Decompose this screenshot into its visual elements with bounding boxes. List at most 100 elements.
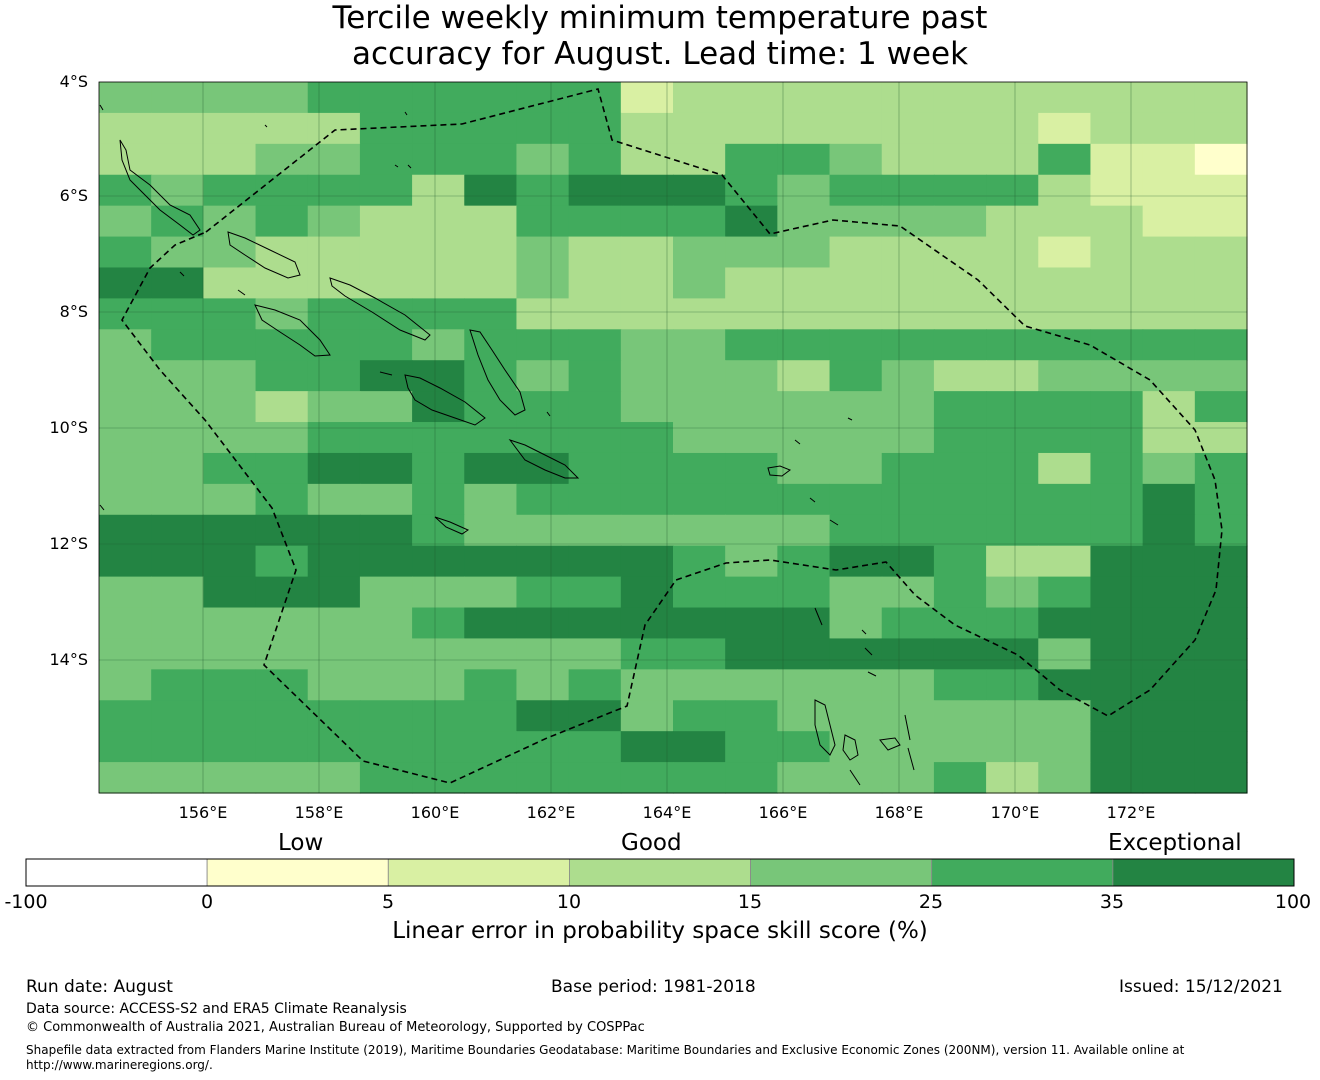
- lat-label-14s: 14°S: [49, 650, 88, 669]
- grid-cell: [1038, 112, 1092, 145]
- grid-cell: [203, 576, 257, 609]
- grid-cell: [1038, 329, 1092, 361]
- grid-cell: [255, 391, 309, 423]
- grid-cell: [725, 422, 778, 454]
- grid-cell: [829, 762, 883, 794]
- grid-cell: [151, 174, 204, 207]
- grid-cell: [568, 607, 622, 640]
- coast-espiritu-santo: [814, 699, 836, 756]
- grid-cell: [203, 143, 257, 176]
- lon-label-162e: 162°E: [526, 803, 576, 822]
- grid-cell: [307, 174, 361, 207]
- grid-cell: [1090, 483, 1144, 516]
- coastlines: [99, 104, 915, 786]
- grid-cell: [725, 298, 778, 330]
- grid-cell: [1142, 638, 1196, 670]
- grid-cell: [777, 638, 831, 670]
- legend-category-good: Good: [621, 830, 682, 856]
- grid-cell: [1142, 143, 1196, 176]
- grid-cell: [1142, 545, 1196, 578]
- coast-santa-cruz: [767, 465, 792, 477]
- grid-cell: [933, 236, 987, 269]
- grid-cell: [568, 669, 622, 701]
- coast-bougainville: [227, 231, 301, 279]
- grid-cell: [673, 700, 726, 732]
- grid-cell: [1194, 483, 1248, 516]
- grid-cell: [933, 731, 987, 763]
- grid-cell: [99, 452, 152, 485]
- grid-cell: [1194, 607, 1248, 640]
- grid-cell: [986, 267, 1039, 299]
- grid-cell: [1038, 205, 1092, 238]
- grid-cell: [464, 267, 518, 299]
- grid-cell: [1090, 267, 1144, 299]
- grid-cell: [1142, 360, 1196, 392]
- coast-rennell: [434, 516, 470, 535]
- legend-category-low: Low: [278, 830, 324, 856]
- grid-cell: [412, 669, 465, 701]
- grid-cell: [516, 267, 570, 299]
- grid-cell: [673, 267, 726, 299]
- grid-cell: [359, 298, 413, 330]
- colorbar-segment: [569, 858, 751, 887]
- grid-cell: [516, 174, 570, 207]
- colorbar-tick: 35: [1099, 891, 1125, 913]
- grid-cell: [986, 329, 1039, 361]
- grid-cell: [307, 236, 361, 269]
- colorbar-tick: 0: [200, 891, 214, 913]
- grid-cell: [412, 143, 465, 176]
- grid-cell: [99, 82, 152, 114]
- grid-cell: [933, 669, 987, 701]
- grid-cell: [568, 762, 622, 794]
- grid-cell: [203, 545, 257, 578]
- grid-cell: [881, 112, 935, 145]
- grid-cell: [1038, 576, 1092, 609]
- grid-cell: [673, 452, 726, 485]
- grid-cell: [673, 422, 726, 454]
- grid-cell: [307, 422, 361, 454]
- grid-cell: [881, 422, 935, 454]
- grid-cell: [881, 762, 935, 794]
- legend-category-exceptional: Exceptional: [1108, 830, 1242, 856]
- grid-cell: [255, 205, 309, 238]
- grid-cell: [829, 422, 883, 454]
- grid-cell: [777, 329, 831, 361]
- grid-cell: [568, 298, 622, 330]
- grid-cell: [203, 422, 257, 454]
- grid-cell: [203, 391, 257, 423]
- grid-cell: [881, 700, 935, 732]
- grid-cell: [568, 143, 622, 176]
- grid-cell: [255, 483, 309, 516]
- grid-cell: [516, 607, 570, 640]
- grid-cell: [829, 576, 883, 609]
- grid-cell: [203, 267, 257, 299]
- grid-cell: [1142, 607, 1196, 640]
- grid-cell: [673, 329, 726, 361]
- coast-small-islets-1: [99, 104, 853, 445]
- grid-cell: [1194, 576, 1248, 609]
- grid-cell: [464, 607, 518, 640]
- graticule: [99, 82, 1247, 793]
- grid-cell: [1194, 514, 1248, 547]
- grid-cell: [933, 483, 987, 516]
- grid-cell: [151, 545, 204, 578]
- grid-cell: [99, 112, 152, 145]
- grid-cell: [829, 329, 883, 361]
- grid-cell: [1090, 112, 1144, 145]
- grid-cell: [1194, 700, 1248, 732]
- copyright: © Commonwealth of Australia 2021, Austra…: [26, 1020, 645, 1035]
- colorbar-frame: [25, 858, 1295, 887]
- grid-cell: [516, 298, 570, 330]
- grid-cell: [777, 576, 831, 609]
- coast-makira: [508, 439, 580, 479]
- grid-cell: [412, 422, 465, 454]
- grid-cell: [359, 174, 413, 207]
- grid-cell: [1090, 762, 1144, 794]
- grid-cell: [516, 762, 570, 794]
- grid-cell: [725, 174, 778, 207]
- lon-label-158e: 158°E: [294, 803, 344, 822]
- grid-cell: [203, 669, 257, 701]
- grid-cell: [620, 143, 674, 176]
- grid-cell: [151, 82, 204, 114]
